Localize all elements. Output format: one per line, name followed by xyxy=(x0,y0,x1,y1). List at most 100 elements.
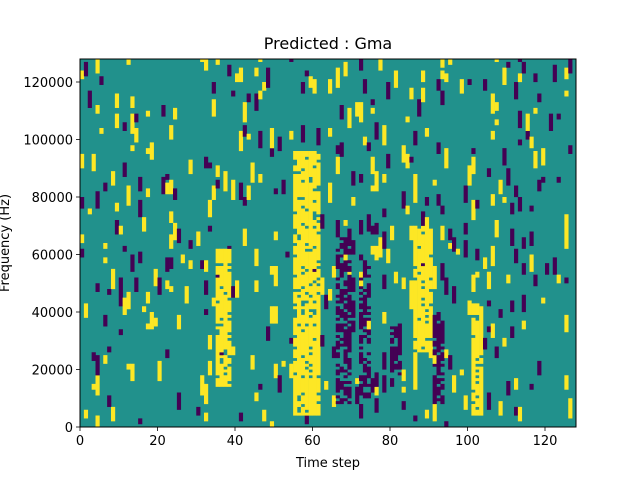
heatmap-cell xyxy=(335,340,340,350)
heatmap-cell xyxy=(421,234,426,264)
heatmap-cell xyxy=(401,401,406,410)
heatmap-cell xyxy=(169,211,174,223)
heatmap-cell xyxy=(390,332,395,336)
heatmap-cell xyxy=(428,257,433,278)
heatmap-cell xyxy=(517,110,523,129)
heatmap-cell xyxy=(300,314,306,330)
heatmap-cell xyxy=(207,360,213,376)
heatmap-cell xyxy=(204,383,209,405)
heatmap-cell xyxy=(568,145,573,154)
heatmap-cell xyxy=(215,326,220,330)
heatmap-cell xyxy=(502,197,507,203)
heatmap-cell xyxy=(211,99,216,117)
heatmap-cell xyxy=(231,346,236,356)
heatmap-cell xyxy=(421,349,426,353)
heatmap-cell xyxy=(293,306,298,310)
heatmap-cell xyxy=(475,199,480,209)
heatmap-cell xyxy=(440,363,445,367)
heatmap-cell xyxy=(335,248,340,252)
y-tick-label: 20000 xyxy=(32,364,73,379)
heatmap-cell xyxy=(343,297,348,301)
heatmap-cell xyxy=(359,335,364,344)
heatmap-cell xyxy=(161,176,166,195)
heatmap-cell xyxy=(312,220,317,226)
heatmap-cell xyxy=(347,381,352,384)
heatmap-cell xyxy=(266,67,271,88)
heatmap-cell xyxy=(401,277,406,290)
heatmap-cell xyxy=(421,70,426,83)
heatmap-cell xyxy=(297,151,302,172)
heatmap-cell xyxy=(440,383,445,390)
heatmap-cell xyxy=(436,386,441,396)
heatmap-cell xyxy=(227,248,232,264)
heatmap-cell xyxy=(227,300,232,313)
heatmap-cell xyxy=(107,289,112,295)
heatmap-cell xyxy=(308,151,313,177)
heatmap-cell xyxy=(556,176,561,183)
heatmap-cell xyxy=(339,263,344,278)
heatmap-cell xyxy=(335,395,340,399)
heatmap-cell xyxy=(502,67,507,85)
heatmap-cell xyxy=(421,263,426,267)
x-axis-label: Time step xyxy=(295,456,360,471)
y-tick-label: 40000 xyxy=(32,306,73,321)
heatmap-cell xyxy=(343,61,348,77)
heatmap-cell xyxy=(486,271,492,290)
heatmap-cell xyxy=(312,151,317,166)
heatmap-cell xyxy=(165,257,170,272)
heatmap-cell xyxy=(382,231,387,249)
heatmap-cell xyxy=(413,280,418,338)
heatmap-cell xyxy=(335,145,340,154)
heatmap-cell xyxy=(316,234,321,261)
heatmap-cell xyxy=(471,156,476,175)
heatmap-cell xyxy=(440,372,445,376)
heatmap-cell xyxy=(95,355,100,376)
heatmap-cell xyxy=(359,220,364,235)
heatmap-cell xyxy=(130,96,135,108)
heatmap-cell xyxy=(312,303,317,310)
heatmap-cell xyxy=(359,59,364,71)
heatmap-cell xyxy=(188,159,193,175)
heatmap-cell xyxy=(359,280,364,287)
heatmap-cell xyxy=(242,228,247,246)
heatmap-cell xyxy=(529,205,534,212)
heatmap-cell xyxy=(157,360,162,382)
heatmap-cell xyxy=(95,415,100,428)
heatmap-cell xyxy=(215,248,220,264)
heatmap-cell xyxy=(339,381,344,390)
heatmap-cell xyxy=(335,300,340,304)
heatmap-cell xyxy=(126,291,131,310)
heatmap-cell xyxy=(339,323,344,333)
heatmap-cell xyxy=(401,145,406,163)
heatmap-cell xyxy=(370,156,375,175)
heatmap-cell xyxy=(362,375,368,387)
heatmap-cell xyxy=(83,303,89,318)
heatmap-cell xyxy=(432,404,437,422)
heatmap-cell xyxy=(432,349,437,356)
heatmap-cell xyxy=(308,286,313,295)
heatmap-cell xyxy=(304,245,309,249)
heatmap-cell xyxy=(351,300,356,318)
heatmap-cell xyxy=(343,349,348,364)
heatmap-cell xyxy=(366,312,371,315)
heatmap-cell xyxy=(312,271,317,281)
heatmap-cell xyxy=(103,355,108,364)
heatmap-cell xyxy=(359,352,364,364)
heatmap-cell xyxy=(103,314,108,327)
heatmap-cell xyxy=(521,61,526,74)
heatmap-cell xyxy=(227,366,232,382)
heatmap-cell xyxy=(359,271,364,278)
heatmap-cell xyxy=(475,409,480,416)
heatmap-cell xyxy=(475,248,480,261)
heatmap-cell xyxy=(347,274,352,292)
heatmap-cell xyxy=(273,306,278,324)
heatmap-cell xyxy=(269,421,275,428)
heatmap-cell xyxy=(359,375,364,382)
heatmap-cell xyxy=(262,409,267,422)
heatmap-cell xyxy=(204,309,209,315)
heatmap-cell xyxy=(215,274,220,278)
heatmap-cell xyxy=(308,366,313,370)
heatmap-cell xyxy=(378,237,383,258)
heatmap-cell xyxy=(126,185,131,206)
heatmap-cell xyxy=(343,323,348,327)
